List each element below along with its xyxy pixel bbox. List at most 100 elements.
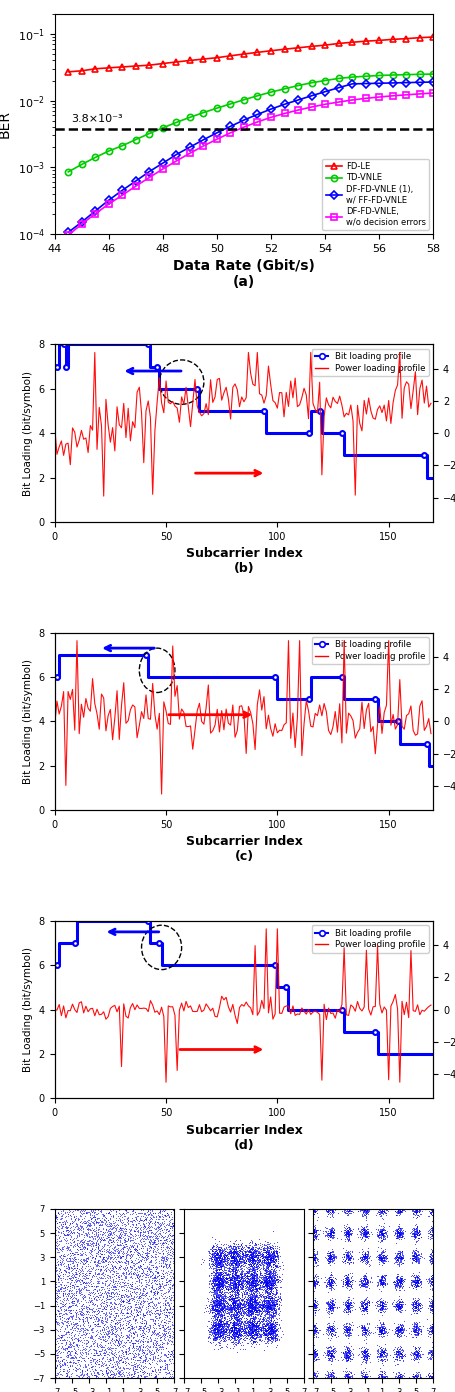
Point <box>259 1263 267 1285</box>
Point <box>234 1254 241 1276</box>
Point <box>249 1302 256 1324</box>
Point <box>61 1268 69 1290</box>
Point <box>139 1185 147 1207</box>
Point <box>122 1342 130 1364</box>
Point <box>233 1254 241 1276</box>
Point <box>306 1246 313 1268</box>
DF-FD-VNLE,
w/o decision errors <box>375 89 381 106</box>
Point <box>106 1325 113 1347</box>
Point <box>53 1279 61 1302</box>
Point <box>267 1244 274 1267</box>
Point <box>79 1271 86 1293</box>
Point <box>215 1334 222 1356</box>
Point <box>255 1267 263 1289</box>
Point <box>71 1375 79 1392</box>
Point <box>249 1302 257 1324</box>
Point <box>238 1267 245 1289</box>
Point <box>259 1295 266 1317</box>
Point <box>234 1327 241 1349</box>
Point <box>100 1318 107 1340</box>
Point <box>273 1244 280 1267</box>
Point <box>234 1293 242 1315</box>
Point <box>406 1225 413 1247</box>
Point <box>146 1335 153 1357</box>
Point <box>207 1243 215 1265</box>
Point <box>162 1218 169 1240</box>
Point <box>154 1325 162 1347</box>
Point <box>432 1268 440 1290</box>
Point <box>249 1279 257 1302</box>
Point <box>395 1270 403 1292</box>
Point <box>111 1371 118 1392</box>
Point <box>428 1197 435 1219</box>
Point <box>378 1339 385 1361</box>
Point <box>248 1258 255 1281</box>
Point <box>221 1240 228 1263</box>
Point <box>187 1193 195 1215</box>
Point <box>362 1363 369 1385</box>
Point <box>103 1311 111 1334</box>
Point <box>229 1292 236 1314</box>
Point <box>78 1250 86 1272</box>
Point <box>216 1249 223 1271</box>
Point <box>380 1249 387 1271</box>
Point <box>311 1293 318 1315</box>
Point <box>250 1254 257 1276</box>
Point <box>342 1270 349 1292</box>
Point <box>71 1250 78 1272</box>
Point <box>400 1219 407 1242</box>
Point <box>148 1208 156 1231</box>
Point <box>429 1217 436 1239</box>
Point <box>212 1265 220 1288</box>
Point <box>67 1217 75 1239</box>
Point <box>126 1276 133 1299</box>
Point <box>222 1256 229 1278</box>
Point <box>264 1306 272 1328</box>
Point <box>373 1366 380 1388</box>
Point <box>394 1272 401 1295</box>
Point <box>232 1274 239 1296</box>
Point <box>344 1295 351 1317</box>
Point <box>70 1317 77 1339</box>
Point <box>394 1340 401 1363</box>
Point <box>392 1197 399 1219</box>
Point <box>329 1207 336 1229</box>
Point <box>101 1272 109 1295</box>
Point <box>378 1272 385 1295</box>
Point <box>231 1274 238 1296</box>
Point <box>363 1270 370 1292</box>
Point <box>393 1296 400 1318</box>
Point <box>132 1306 140 1328</box>
Point <box>114 1250 121 1272</box>
Point <box>269 1263 276 1285</box>
Point <box>221 1300 228 1322</box>
Point <box>245 1299 252 1321</box>
Point <box>409 1270 416 1292</box>
Point <box>87 1214 94 1236</box>
Point <box>145 1367 152 1389</box>
Point <box>398 1222 405 1244</box>
Point <box>140 1381 147 1392</box>
Point <box>142 1327 149 1349</box>
Point <box>392 1249 399 1271</box>
Point <box>231 1324 238 1346</box>
Point <box>129 1327 136 1349</box>
Point <box>126 1357 134 1379</box>
Point <box>54 1335 61 1357</box>
Point <box>217 1282 224 1304</box>
Point <box>216 1272 223 1295</box>
Point <box>396 1250 403 1272</box>
Point <box>248 1296 255 1318</box>
Point <box>359 1249 366 1271</box>
Point <box>271 1314 278 1336</box>
Point <box>75 1334 82 1356</box>
Point <box>206 1317 213 1339</box>
Point <box>249 1282 257 1304</box>
Point <box>274 1268 281 1290</box>
Point <box>245 1324 253 1346</box>
Point <box>254 1296 261 1318</box>
Point <box>217 1289 224 1311</box>
Point <box>259 1315 266 1338</box>
Point <box>212 1315 219 1338</box>
Point <box>216 1293 223 1315</box>
